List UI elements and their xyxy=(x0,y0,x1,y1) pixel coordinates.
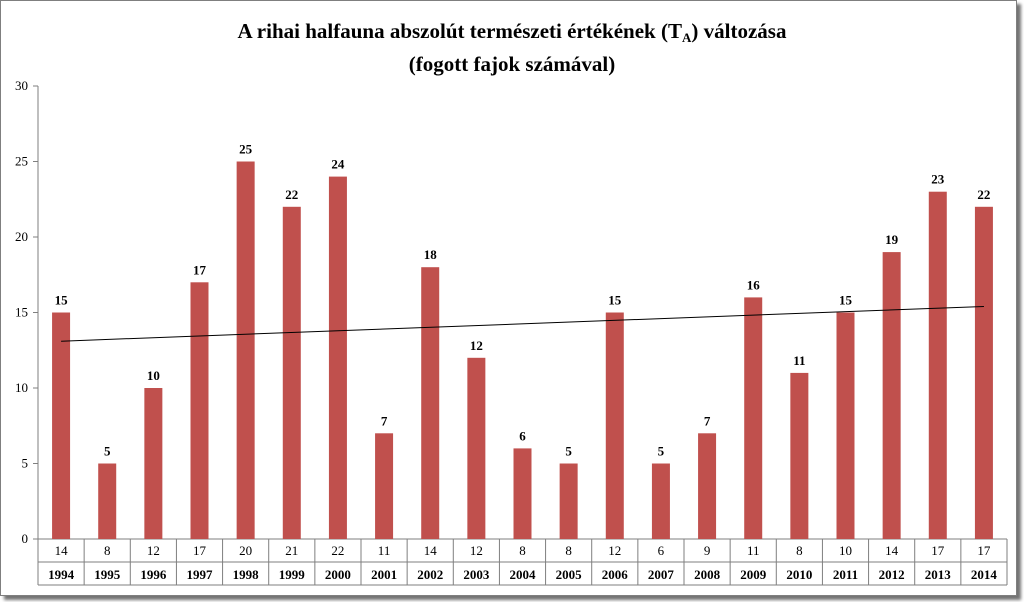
year-label: 1996 xyxy=(140,567,167,582)
year-label: 2000 xyxy=(325,567,351,582)
bar-value-label: 10 xyxy=(147,368,160,383)
bar-value-label: 25 xyxy=(239,142,253,157)
year-label: 2005 xyxy=(556,567,583,582)
bar-value-label: 15 xyxy=(839,293,853,308)
bar xyxy=(282,206,301,540)
bar-value-label: 6 xyxy=(519,428,526,443)
y-tick-label: 10 xyxy=(15,380,28,395)
species-count-cell: 14 xyxy=(55,543,69,558)
species-count-cell: 8 xyxy=(104,543,111,558)
year-label: 2004 xyxy=(510,567,537,582)
year-label: 2001 xyxy=(371,567,397,582)
bar-value-label: 15 xyxy=(608,293,622,308)
y-tick-label: 30 xyxy=(15,78,28,93)
year-label: 1997 xyxy=(187,567,214,582)
bar-value-label: 5 xyxy=(104,444,111,459)
y-tick-label: 0 xyxy=(22,531,29,546)
species-count-cell: 12 xyxy=(608,543,621,558)
bar-value-label: 5 xyxy=(565,444,572,459)
year-label: 2003 xyxy=(463,567,490,582)
bar-value-label: 15 xyxy=(55,293,69,308)
bar xyxy=(375,433,394,539)
bar-value-label: 7 xyxy=(381,413,388,428)
chart-title: A rihai halfauna abszolút természeti ért… xyxy=(0,18,1024,77)
year-label: 1999 xyxy=(279,567,306,582)
bar xyxy=(974,206,993,540)
year-label: 2014 xyxy=(971,567,998,582)
bar-value-label: 19 xyxy=(885,232,899,247)
bar-value-label: 7 xyxy=(704,413,711,428)
bar-value-label: 24 xyxy=(331,157,345,172)
trendline xyxy=(61,305,984,342)
bar xyxy=(421,267,440,539)
bar xyxy=(328,176,347,539)
year-label: 2010 xyxy=(786,567,812,582)
bar xyxy=(605,312,624,539)
bar xyxy=(651,463,670,539)
species-count-cell: 14 xyxy=(424,543,438,558)
bar xyxy=(698,433,717,539)
bar-value-label: 18 xyxy=(424,247,438,262)
species-count-cell: 11 xyxy=(747,543,760,558)
bar-value-label: 22 xyxy=(977,187,990,202)
year-label: 2006 xyxy=(602,567,629,582)
year-label: 2007 xyxy=(648,567,675,582)
bar xyxy=(144,388,163,539)
title-line1-sub: A xyxy=(681,30,692,45)
year-label: 2009 xyxy=(740,567,767,582)
bar-value-label: 16 xyxy=(747,277,761,292)
bar-value-label: 11 xyxy=(793,353,805,368)
bar xyxy=(882,252,901,539)
species-count-cell: 8 xyxy=(519,543,526,558)
year-label: 2011 xyxy=(833,567,858,582)
bar xyxy=(744,297,763,539)
bar-value-label: 12 xyxy=(470,338,483,353)
year-label: 2012 xyxy=(879,567,905,582)
bar xyxy=(467,357,486,539)
bar xyxy=(52,312,71,539)
species-count-cell: 10 xyxy=(839,543,852,558)
species-count-cell: 17 xyxy=(193,543,207,558)
y-tick-label: 15 xyxy=(15,305,28,320)
species-count-cell: 21 xyxy=(285,543,298,558)
bar xyxy=(98,463,117,539)
title-line1-post: ) változása xyxy=(691,19,787,43)
species-count-cell: 17 xyxy=(977,543,991,558)
year-label: 2013 xyxy=(925,567,952,582)
title-line2: (fogott fajok számával) xyxy=(408,52,616,76)
y-tick-label: 5 xyxy=(22,456,29,471)
bar xyxy=(559,463,578,539)
species-count-cell: 6 xyxy=(658,543,665,558)
species-count-cell: 11 xyxy=(378,543,391,558)
species-count-cell: 9 xyxy=(704,543,711,558)
y-tick-label: 20 xyxy=(15,229,28,244)
bar-value-label: 22 xyxy=(285,187,298,202)
bar-value-label: 17 xyxy=(193,262,207,277)
year-label: 1995 xyxy=(94,567,121,582)
species-count-cell: 12 xyxy=(147,543,160,558)
y-tick-label: 25 xyxy=(15,154,28,169)
bar xyxy=(928,191,947,539)
species-count-cell: 20 xyxy=(239,543,252,558)
year-label: 1994 xyxy=(48,567,75,582)
species-count-cell: 8 xyxy=(796,543,803,558)
species-count-cell: 8 xyxy=(565,543,572,558)
bar-value-label: 5 xyxy=(658,444,665,459)
species-count-cell: 17 xyxy=(931,543,945,558)
year-label: 2008 xyxy=(694,567,721,582)
species-count-cell: 14 xyxy=(885,543,899,558)
year-label: 1998 xyxy=(233,567,260,582)
bar xyxy=(790,372,809,539)
species-count-cell: 12 xyxy=(470,543,483,558)
title-line1-pre: A rihai halfauna abszolút természeti ért… xyxy=(237,19,682,43)
bar xyxy=(513,448,532,539)
bar xyxy=(190,282,209,539)
bar-value-label: 23 xyxy=(931,172,945,187)
bar xyxy=(836,312,855,539)
year-label: 2002 xyxy=(417,567,443,582)
bar xyxy=(236,161,255,539)
species-count-cell: 22 xyxy=(331,543,344,558)
